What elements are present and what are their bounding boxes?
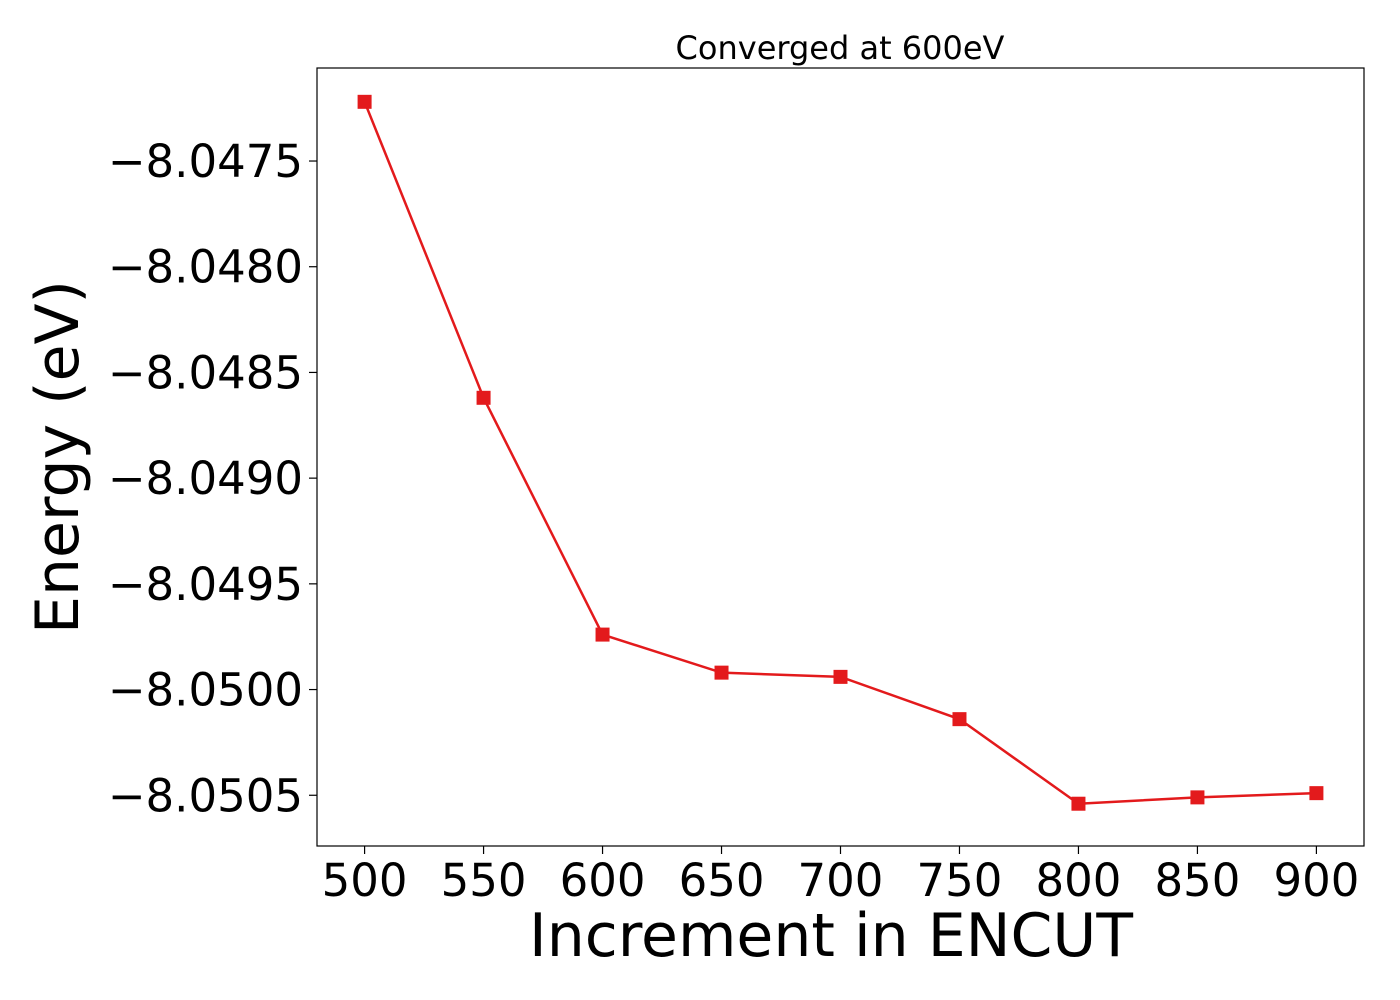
series-line [363,101,1317,805]
y-tick-label: −8.0490 [108,452,303,505]
x-tick-label: 850 [1154,854,1240,907]
x-axis-title: Increment in ENCUT [529,901,1133,971]
data-point [595,627,610,642]
x-tick-label: 500 [322,854,408,907]
data-point [833,669,848,684]
x-tick-label: 600 [560,854,646,907]
x-tick-label: 800 [1036,854,1122,907]
y-tick-label: −8.0500 [108,664,303,717]
y-tick-label: −8.0495 [108,558,303,611]
y-tick-label: −8.0480 [108,241,303,294]
data-point [1190,790,1205,805]
x-tick-label: 650 [679,854,765,907]
x-tick-label: 700 [798,854,884,907]
data-point [952,712,967,727]
data-point [714,665,729,680]
y-axis-ticks: −8.0475 −8.0480 −8.0485 −8.0490 −8.0495 −8.05… [108,135,317,822]
y-tick-label: −8.0485 [108,346,303,399]
x-tick-label: 550 [441,854,527,907]
data-point [1071,796,1086,811]
y-tick-label: −8.0475 [108,135,303,188]
x-tick-label: 750 [917,854,1003,907]
data-point [1309,786,1324,801]
data-point [476,390,491,405]
data-point [357,94,372,109]
chart-title: Converged at 600eV [676,29,1005,67]
x-axis-ticks: 500 550 600 650 700 750 800 850 900 [322,846,1359,907]
plot-frame [316,67,1365,847]
y-axis-title: Energy (eV) [23,280,93,634]
series-group [357,94,1324,811]
x-tick-label: 900 [1273,854,1359,907]
y-tick-label: −8.0505 [108,769,303,822]
